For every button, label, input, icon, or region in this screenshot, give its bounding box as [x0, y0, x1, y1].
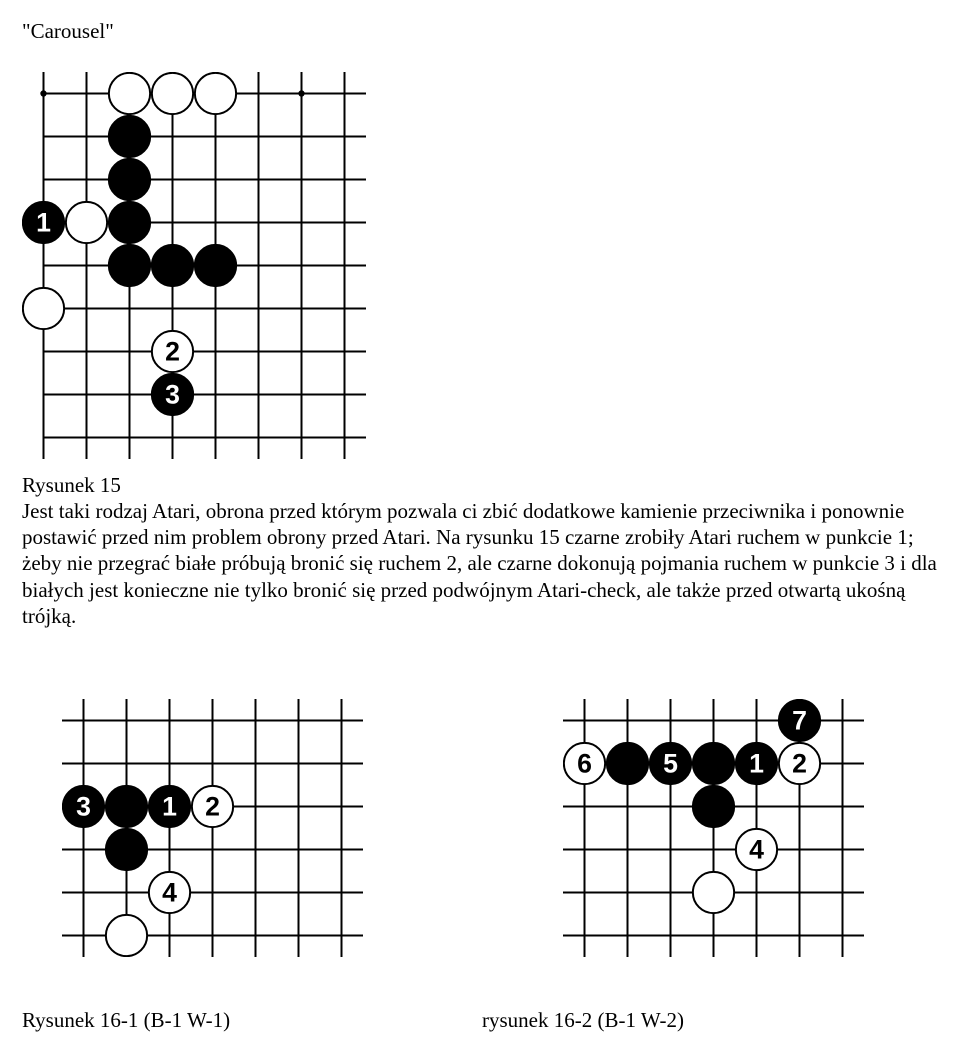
svg-text:6: 6 — [577, 749, 592, 779]
lower-boards-row: 3124 765124 — [62, 699, 938, 957]
go-board-right: 7 6 5 12 4 — [563, 699, 864, 957]
svg-text:1: 1 — [162, 792, 177, 822]
svg-text:3: 3 — [165, 380, 180, 410]
lower-captions: Rysunek 16-1 (B-1 W-1) rysunek 16-2 (B-1… — [22, 1007, 938, 1033]
caption-top: Rysunek 15 — [22, 473, 121, 497]
svg-text:2: 2 — [165, 337, 180, 367]
caption-right: rysunek 16-2 (B-1 W-2) — [482, 1007, 684, 1033]
caption-left: Rysunek 16-1 (B-1 W-1) — [22, 1007, 482, 1033]
svg-text:1: 1 — [36, 208, 51, 238]
svg-text:5: 5 — [663, 749, 678, 779]
top-board-container: 1 2 3 — [22, 72, 366, 459]
go-board-left: 3 12 4 — [62, 699, 363, 957]
svg-text:2: 2 — [792, 749, 807, 779]
svg-text:7: 7 — [792, 706, 807, 736]
body-text: Jest taki rodzaj Atari, obrona przed któ… — [22, 499, 937, 628]
svg-text:3: 3 — [76, 792, 91, 822]
go-board-top: 1 2 3 — [22, 72, 366, 459]
svg-text:1: 1 — [749, 749, 764, 779]
svg-text:2: 2 — [205, 792, 220, 822]
svg-text:4: 4 — [162, 878, 177, 908]
page-heading: "Carousel" — [22, 18, 938, 44]
paragraph-text: Rysunek 15 Jest taki rodzaj Atari, obron… — [22, 472, 938, 630]
svg-text:4: 4 — [749, 835, 764, 865]
